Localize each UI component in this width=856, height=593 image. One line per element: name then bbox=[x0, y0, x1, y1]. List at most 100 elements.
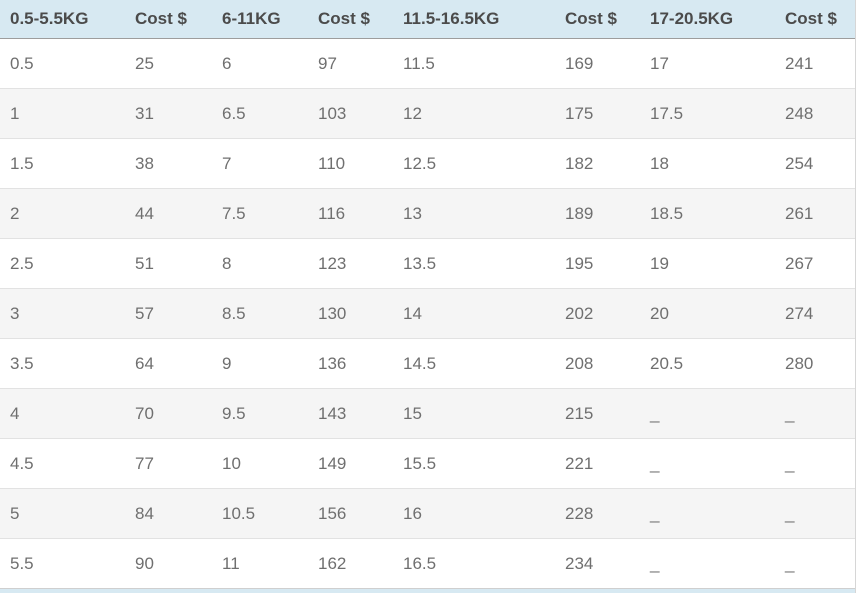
cell: 18 bbox=[640, 138, 775, 189]
cell: 175 bbox=[555, 88, 640, 139]
cell: 70 bbox=[125, 388, 212, 439]
cell: 162 bbox=[308, 538, 393, 588]
cell: 4 bbox=[0, 388, 125, 439]
cell: 25 bbox=[135, 53, 154, 73]
cell: 7.5 bbox=[212, 188, 308, 239]
cell: _ bbox=[640, 388, 775, 439]
cell: 123 bbox=[308, 238, 393, 289]
cell: 9 bbox=[212, 338, 308, 389]
table-row: 1.5 38 7 110 12.5 182 18 254 bbox=[0, 138, 855, 189]
table-row: 3 57 8.5 130 14 202 20 274 bbox=[0, 288, 855, 339]
cell: 130 bbox=[308, 288, 393, 339]
cell: 13.5 bbox=[393, 238, 555, 289]
next-table-header-strip bbox=[0, 588, 855, 593]
cell: _ bbox=[775, 488, 855, 539]
cell: 8 bbox=[212, 238, 308, 289]
cell: 195 bbox=[555, 238, 640, 289]
cell: 10.5 bbox=[212, 488, 308, 539]
cell: 280 bbox=[775, 338, 855, 389]
cell: _ bbox=[640, 438, 775, 489]
table-row: 4.5 77 10 149 15.5 221 _ _ bbox=[0, 438, 855, 489]
column-header-cost-4: Cost $ bbox=[775, 0, 855, 39]
cell: 51 bbox=[125, 238, 212, 289]
cell: 10 bbox=[212, 438, 308, 489]
table-row: 5 84 10.5 156 16 228 _ _ bbox=[0, 488, 855, 539]
cell: 20.5 bbox=[640, 338, 775, 389]
cell: 15 bbox=[393, 388, 555, 439]
cell: 228 bbox=[555, 488, 640, 539]
cell: _ bbox=[775, 438, 855, 489]
cell: 11 bbox=[212, 538, 308, 588]
cell: 6 bbox=[222, 53, 232, 73]
column-header-weight-range-2: 6-11KG bbox=[212, 0, 308, 39]
cell: 12.5 bbox=[393, 138, 555, 189]
cell: 19 bbox=[640, 238, 775, 289]
cell: 254 bbox=[775, 138, 855, 189]
cell: 57 bbox=[125, 288, 212, 339]
cell: 110 bbox=[308, 138, 393, 189]
cell: 31 bbox=[125, 88, 212, 139]
cell: 84 bbox=[125, 488, 212, 539]
cell: 38 bbox=[125, 138, 212, 189]
cell: 0.5 bbox=[10, 53, 34, 73]
cell: _ bbox=[640, 488, 775, 539]
cell: 241 bbox=[785, 53, 814, 73]
cell: 103 bbox=[308, 88, 393, 139]
column-header-weight-range-4: 17-20.5KG bbox=[640, 0, 775, 39]
cell: 1 bbox=[0, 88, 125, 139]
cell: 5 bbox=[0, 488, 125, 539]
cell: 189 bbox=[555, 188, 640, 239]
column-header-cost-2: Cost $ bbox=[308, 0, 393, 39]
cell: 267 bbox=[775, 238, 855, 289]
cell: 15.5 bbox=[393, 438, 555, 489]
table-row: 1 31 6.5 103 12 175 17.5 248 bbox=[0, 88, 855, 139]
cell: 261 bbox=[775, 188, 855, 239]
cell: 221 bbox=[555, 438, 640, 489]
cell: 274 bbox=[775, 288, 855, 339]
cell: 7 bbox=[212, 138, 308, 189]
cell: 17 bbox=[650, 53, 669, 73]
cell: 20 bbox=[640, 288, 775, 339]
table-row: 2.5 51 8 123 13.5 195 19 267 bbox=[0, 238, 855, 289]
table-row: 5.5 90 11 162 16.5 234 _ _ bbox=[0, 538, 855, 588]
table-row: 2 44 7.5 116 13 189 18.5 261 bbox=[0, 188, 855, 239]
cell: _ bbox=[775, 538, 855, 588]
cell: _ bbox=[640, 538, 775, 588]
cell: 149 bbox=[308, 438, 393, 489]
column-header-weight-range-1: 0.5-5.5KG bbox=[0, 0, 125, 39]
cell: 16.5 bbox=[393, 538, 555, 588]
cell: 156 bbox=[308, 488, 393, 539]
column-header-cost-1: Cost $ bbox=[125, 0, 212, 39]
table-row: 3.5 64 9 136 14.5 208 20.5 280 bbox=[0, 338, 855, 389]
cell: 234 bbox=[555, 538, 640, 588]
column-header-weight-range-3: 11.5-16.5KG bbox=[393, 0, 555, 39]
cell: 215 bbox=[555, 388, 640, 439]
table-body: 0.5 25 6 97 11.5 169 17 241 1 31 6.5 103 12 175 17.5 24… bbox=[0, 38, 855, 588]
cell: _ bbox=[775, 388, 855, 439]
cell: 8.5 bbox=[212, 288, 308, 339]
cell: 169 bbox=[565, 53, 594, 73]
table-row: 0.5 25 6 97 11.5 169 17 241 bbox=[0, 38, 855, 89]
cell: 16 bbox=[393, 488, 555, 539]
cell: 9.5 bbox=[212, 388, 308, 439]
cell: 136 bbox=[308, 338, 393, 389]
cell: 2 bbox=[0, 188, 125, 239]
cell: 64 bbox=[125, 338, 212, 389]
cell: 1.5 bbox=[0, 138, 125, 189]
cell: 6.5 bbox=[212, 88, 308, 139]
cell: 14.5 bbox=[393, 338, 555, 389]
cell: 2.5 bbox=[0, 238, 125, 289]
cell: 44 bbox=[125, 188, 212, 239]
cell: 5.5 bbox=[0, 538, 125, 588]
cell: 97 bbox=[318, 53, 337, 73]
cell: 11.5 bbox=[403, 53, 435, 73]
cell: 143 bbox=[308, 388, 393, 439]
cell: 116 bbox=[308, 188, 393, 239]
cell: 18.5 bbox=[640, 188, 775, 239]
cell: 12 bbox=[393, 88, 555, 139]
cell: 182 bbox=[555, 138, 640, 189]
table-header-row: 0.5-5.5KG Cost $ 6-11KG Cost $ 11.5-16.5… bbox=[0, 0, 855, 39]
column-header-cost-3: Cost $ bbox=[555, 0, 640, 39]
